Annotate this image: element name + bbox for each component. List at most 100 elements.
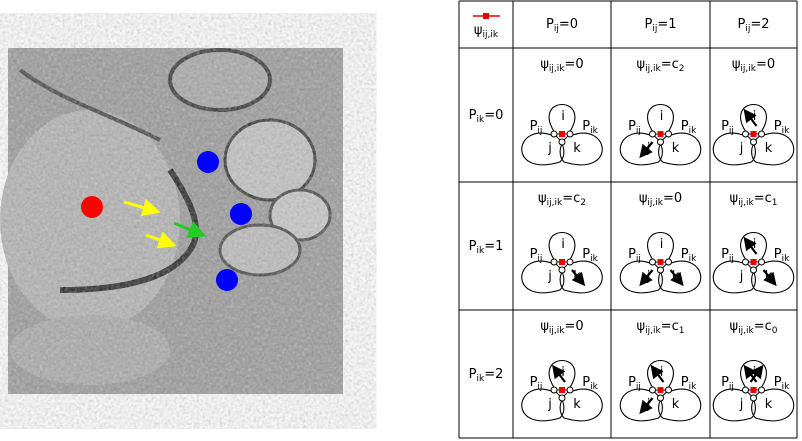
edge-label: Pik [582,119,598,136]
edge-label: Pij [628,247,641,264]
node [751,267,757,273]
label-rest: =0 [484,108,503,123]
node [559,267,565,273]
label-subscript: ij [537,254,542,264]
label-subscript: ij,ik [740,64,756,74]
label-base: ψ [637,319,646,334]
node [650,387,656,393]
label-base: P [582,247,590,262]
row-header: Pik=2 [469,367,504,384]
label-base: P [628,247,636,262]
cell-psi: ψij,ik=c0 [730,319,778,336]
node [658,139,664,145]
label-subscript: ij,ik [645,64,661,74]
label-subscript: ik [689,382,698,392]
label-rest: =c [754,319,772,334]
label-subscript: ij [729,126,734,136]
label-base: P [628,119,636,134]
node-label: j [547,269,552,284]
label-base: P [469,367,477,382]
node [751,395,757,401]
node [751,139,757,145]
label-rest: =0 [564,319,583,334]
label-subscript: ik [782,126,791,136]
legend-marker [483,13,489,19]
node [559,395,565,401]
node [559,139,565,145]
label-rest: =1 [657,17,676,32]
label-subscript: ij,ik [549,64,565,74]
node-label: i [660,237,664,252]
node [567,259,573,265]
label-base: P [721,375,729,390]
row-header: Pik=1 [469,239,504,256]
label-subscript: ij [729,382,734,392]
label-subscript: ij [537,126,542,136]
label-base: ψ [730,319,739,334]
label-base: P [582,375,590,390]
node [650,259,656,265]
node-label: j [739,141,744,156]
label-rest: =2 [484,367,503,382]
label-rest: =0 [564,57,583,72]
edge-label: Pik [681,119,697,136]
label-base: ψ [639,191,648,206]
edge-label: Pij [628,119,641,136]
label-subscript: ij,ik [738,326,754,336]
edge-marker [559,131,565,137]
label-base: P [774,375,782,390]
label-subscript: ij [636,382,641,392]
label-base: P [737,17,745,32]
label-base: ψ [540,319,549,334]
edge-label: Pik [774,247,790,264]
label-base: P [628,375,636,390]
label-base: P [774,247,782,262]
node [551,387,557,393]
label-base: P [681,375,689,390]
cell-psi: ψij,ik=c1 [730,191,778,208]
edge-label: Pij [721,119,734,136]
edge-marker [658,131,664,137]
edge-label: Pij [530,119,543,136]
edge-marker [559,387,565,393]
node-label: i [660,109,664,124]
label-subscript: ij,ik [547,198,563,208]
cell-psi: ψij,ik=0 [540,57,583,74]
label-base: P [681,247,689,262]
node [658,395,664,401]
node [666,387,672,393]
label-subscript: ik [689,126,698,136]
label-rest: =0 [663,191,682,206]
edge-marker [559,259,565,265]
cell-psi: ψij,ik=0 [732,57,775,74]
label-base: P [644,17,652,32]
node-label: j [739,269,744,284]
node [650,131,656,137]
node [551,259,557,265]
node [666,131,672,137]
label-base: P [530,119,538,134]
column-header: Pij=0 [546,17,578,34]
label-base: P [721,119,729,134]
label-base: P [530,375,538,390]
edge-marker [751,387,757,393]
label-rest: =c [661,319,679,334]
label-subscript: 1 [772,198,778,208]
label-subscript: ik [590,382,599,392]
edge-label: Pij [721,375,734,392]
node [666,259,672,265]
label-subscript: ij,ik [645,326,661,336]
node [759,259,765,265]
node [567,387,573,393]
corner-label: ψij,ik [474,23,499,40]
edge-marker [658,259,664,265]
node-label: i [561,109,565,124]
label-subscript: ik [782,382,791,392]
edge-label: Pik [582,247,598,264]
micrograph [0,48,343,394]
label-base: ψ [540,57,549,72]
label-rest: =c [562,191,580,206]
node [658,267,664,273]
edge-label: Pik [681,375,697,392]
